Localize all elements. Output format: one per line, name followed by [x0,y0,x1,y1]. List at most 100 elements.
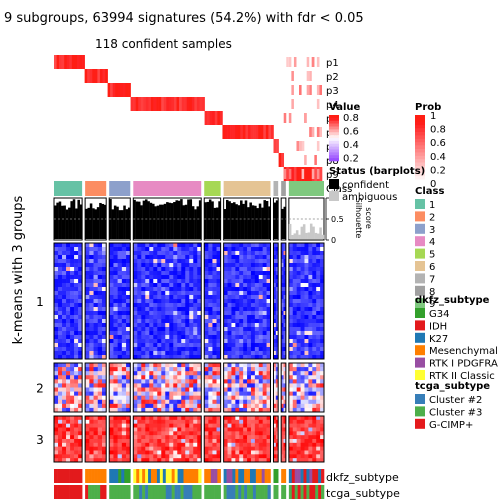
heatmap-cell [153,383,158,388]
heatmap-cell [165,355,170,360]
heatmap-cell [193,427,198,432]
heatmap-cell [165,442,170,447]
heatmap-cell [78,419,83,424]
heatmap-cell [177,255,182,260]
heatmap-cell [308,442,313,447]
heatmap-cell [193,335,198,340]
heatmap-cell [97,439,103,444]
heatmap-cell [239,379,244,384]
heatmap-cell [292,383,297,388]
heatmap-cell [266,295,271,300]
heatmap-cell [93,271,99,276]
prob-cell [84,69,88,83]
heatmap-cell [181,343,186,348]
heatmap-cell [97,435,103,440]
heatmap-cell [153,375,158,380]
heatmap-cell [137,267,142,272]
heatmap-cell [212,391,217,396]
prob-cell [194,97,198,111]
heatmap-cell [247,283,252,288]
tcga-subtype-cell [121,485,125,499]
prob-cell [301,141,305,151]
heatmap-slice-border [223,362,271,413]
heatmap-cell [177,291,182,296]
heatmap-cell [258,287,263,292]
heatmap-cell [223,431,228,436]
heatmap-cell [189,391,194,396]
heatmap-cell [109,375,114,380]
heatmap-cell [266,331,271,336]
heatmap-cell [288,311,294,316]
heatmap-cell [300,439,305,444]
heatmap-cell [117,395,123,401]
heatmap-cell [235,458,240,463]
heatmap-cell [54,454,59,459]
heatmap-cell [197,416,202,421]
heatmap-cell [243,454,248,459]
heatmap-cell [288,423,294,428]
heatmap-cell [137,347,142,352]
prob-colorbar-step [415,149,425,153]
heatmap-cell [58,343,63,348]
heatmap-cell [161,343,166,348]
heatmap-cell [177,251,182,256]
heatmap-cell [312,395,317,401]
heatmap-cell [97,307,103,312]
heatmap-cell [169,251,174,256]
heatmap-cell [62,439,67,444]
heatmap-cell [312,307,317,312]
silhouette-bar [103,204,107,239]
heatmap-cell [141,355,146,360]
heatmap-cell [292,327,297,332]
heatmap-cell [126,307,131,312]
heatmap-cell [117,416,123,421]
heatmap-cell [275,343,279,348]
heatmap-cell [165,323,170,328]
heatmap-cell [231,395,236,401]
prob-cell [166,97,170,111]
heatmap-cell [121,299,127,304]
heatmap-cell [133,395,138,401]
heatmap-cell [173,339,178,344]
chart-subtitle: 118 confident samples [95,37,232,51]
heatmap-cell [78,395,83,401]
heatmap-cell [258,391,263,396]
heatmap-cell [281,279,284,284]
heatmap-cell [193,263,198,268]
heatmap-cell [173,363,178,368]
silhouette-bar [116,206,119,239]
heatmap-cell [121,450,127,455]
heatmap-cell [288,319,294,324]
heatmap-cell [161,403,166,409]
status-legend-swatch [329,191,339,201]
heatmap-cell [216,423,221,428]
heatmap-cell [133,403,138,409]
heatmap-cell [300,303,305,308]
heatmap-cell [227,383,232,388]
tcga-subtype-cell [103,485,107,499]
heatmap-cell [165,351,170,356]
heatmap-cell [54,251,59,256]
heatmap-cell [266,271,271,276]
class-bar-label: Class [326,184,352,195]
heatmap-cell [74,267,79,272]
heatmap-cell [70,327,75,332]
heatmap-cell [153,327,158,332]
heatmap-cell [157,391,162,396]
heatmap-cell [109,407,114,413]
heatmap-cell [126,303,131,308]
heatmap-cell [312,275,317,280]
class-bar-segment [109,181,131,196]
heatmap-cell [189,458,194,463]
class-legend-label: 3 [429,225,435,236]
heatmap-cell [212,399,217,405]
heatmap-cell [109,291,114,296]
heatmap-cell [157,395,162,401]
heatmap-cell [216,299,221,304]
heatmap-cell [181,439,186,444]
tcga-subtype-cell [78,485,83,499]
heatmap-cell [62,355,67,360]
heatmap-cell [308,251,313,256]
heatmap-cell [101,435,107,440]
heatmap-cell [250,255,256,260]
